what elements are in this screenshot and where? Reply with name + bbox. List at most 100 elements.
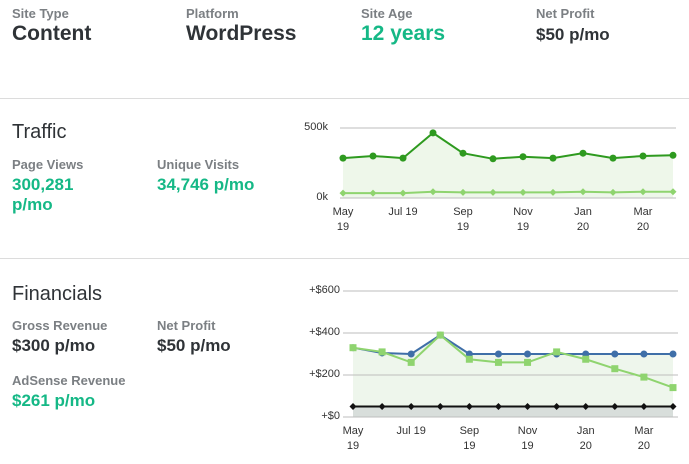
point: [494, 358, 502, 366]
stat-value: $50 p/mo: [536, 25, 610, 44]
stat-label: Net Profit: [157, 318, 216, 333]
point: [459, 149, 467, 157]
stat-label: Gross Revenue: [12, 318, 108, 333]
section-title: Traffic: [12, 121, 67, 143]
separator: [0, 258, 689, 259]
area: [343, 132, 673, 198]
y-tick-label: +$600: [309, 284, 340, 296]
stat-label: Site Age: [361, 6, 413, 21]
y-tick-label: +$400: [309, 326, 340, 338]
area: [353, 335, 673, 417]
point: [399, 154, 407, 162]
point: [399, 189, 407, 197]
x-tick-label: Sep 19: [453, 206, 473, 233]
point: [489, 155, 497, 163]
point: [369, 189, 377, 197]
point: [553, 403, 561, 410]
stat-label: AdSense Revenue: [12, 373, 126, 388]
x-tick-label: Sep 19: [459, 425, 480, 452]
series-line: [342, 131, 674, 160]
point: [553, 348, 561, 356]
y-tick-label: 0k: [316, 191, 328, 203]
stat-label: Site Type: [12, 6, 69, 21]
point: [609, 154, 617, 162]
point: [524, 403, 532, 410]
stat-value: $300 p/mo: [12, 336, 96, 355]
point: [494, 350, 502, 358]
point: [465, 355, 473, 363]
y-tick-label: 500k: [304, 121, 328, 133]
point: [639, 188, 647, 196]
point: [349, 344, 357, 352]
point: [524, 358, 532, 366]
point: [611, 350, 619, 358]
series-line: [343, 190, 673, 195]
point: [611, 403, 619, 410]
separator: [0, 98, 689, 99]
point: [429, 188, 437, 196]
point: [407, 403, 415, 410]
point: [339, 154, 347, 162]
point: [579, 188, 587, 196]
point: [524, 350, 532, 358]
point: [669, 350, 677, 358]
stat-label: Page Views: [12, 157, 84, 172]
x-tick-label: Jan 20: [576, 425, 595, 452]
point: [640, 350, 648, 358]
point: [436, 331, 444, 339]
point: [519, 153, 527, 161]
stat-value: $261 p/mo: [12, 391, 96, 410]
point: [582, 403, 590, 410]
point: [640, 403, 648, 410]
x-tick-label: Jan 20: [574, 206, 592, 233]
y-tick-label: +$200: [309, 368, 340, 380]
x-tick-label: Jul 19: [396, 425, 426, 437]
area: [353, 406, 673, 417]
x-tick-label: May 19: [332, 206, 354, 233]
x-tick-label: Mar 20: [634, 425, 654, 452]
point: [407, 358, 415, 366]
stat-label: Unique Visits: [157, 157, 240, 172]
x-tick-label: Nov 19: [517, 425, 538, 452]
point: [459, 188, 467, 196]
point: [609, 188, 617, 196]
point: [549, 188, 557, 196]
stat-label: Platform: [186, 6, 239, 21]
point: [639, 152, 647, 160]
point: [378, 403, 386, 410]
point: [549, 154, 557, 162]
point: [579, 149, 587, 157]
point: [494, 403, 502, 410]
series-line: [352, 333, 674, 389]
x-tick-label: May 19: [342, 425, 364, 452]
point: [669, 403, 677, 410]
point: [611, 365, 619, 373]
x-tick-label: Mar 20: [633, 206, 653, 233]
point: [339, 189, 347, 197]
stat-value: $50 p/mo: [157, 336, 231, 355]
point: [669, 188, 677, 196]
point: [429, 129, 437, 137]
point: [369, 152, 377, 160]
point: [349, 403, 357, 410]
point: [489, 188, 497, 196]
series-line: [352, 333, 673, 356]
stat-value: WordPress: [186, 22, 297, 45]
y-tick-label: +$0: [321, 410, 340, 422]
stat-value: 34,746 p/mo: [157, 175, 255, 194]
point: [582, 355, 590, 363]
point: [519, 188, 527, 196]
x-tick-label: Jul 19: [388, 206, 418, 218]
point: [436, 403, 444, 410]
point: [669, 151, 677, 159]
point: [407, 350, 415, 358]
stat-value: 300,281 p/mo: [12, 175, 74, 214]
stat-label: Net Profit: [536, 6, 595, 21]
point: [640, 373, 648, 381]
point: [378, 348, 386, 356]
x-tick-label: Nov 19: [513, 206, 533, 233]
section-title: Financials: [12, 283, 103, 305]
stat-value: 12 years: [361, 22, 446, 45]
